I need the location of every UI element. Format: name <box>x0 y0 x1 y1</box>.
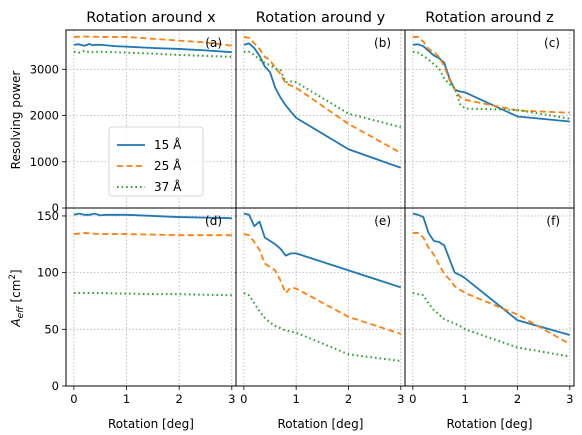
legend: 15 Å 25 Å 37 Å <box>108 126 204 197</box>
column-title: Rotation around z <box>425 10 553 26</box>
panel-label: (c) <box>544 36 560 50</box>
x-tick-label: 2 <box>345 392 352 406</box>
series-line <box>243 42 402 169</box>
series-line <box>412 43 570 123</box>
panel-label: (f) <box>546 214 560 228</box>
y-tick-label: 3000 <box>30 62 59 76</box>
series-line <box>73 42 232 54</box>
x-tick-label: 1 <box>462 392 469 406</box>
y-tick-label: 0 <box>52 201 59 215</box>
y-tick-label: 1000 <box>30 155 59 169</box>
panel-f: (f) 0 1 2 3 Rotation [deg] <box>404 207 575 431</box>
y-axis-label-part: eff <box>16 305 26 319</box>
series-line <box>412 232 571 345</box>
x-axis-label: Rotation [deg] <box>447 417 533 431</box>
legend-entry: 25 Å <box>154 158 182 173</box>
x-tick-label: 0 <box>409 392 416 406</box>
y-tick-label: 0 <box>52 379 59 393</box>
y-axis-label-part: [cm <box>9 280 23 307</box>
x-tick-label: 1 <box>123 392 130 406</box>
series-line <box>73 212 232 220</box>
x-tick-label: 3 <box>228 392 235 406</box>
y-tick-label: 2000 <box>30 109 59 123</box>
y-axis-label-part: 2 <box>8 274 18 279</box>
x-axis-label: Rotation [deg] <box>108 417 194 431</box>
x-tick-label: 2 <box>514 392 521 406</box>
y-tick-label: 100 <box>37 266 59 280</box>
series-line <box>412 36 570 114</box>
series-line <box>243 212 402 289</box>
y-axis-label-part: A <box>9 318 23 327</box>
series-line <box>412 292 570 358</box>
series-line <box>243 233 402 335</box>
panel-d: (d) 0 1 2 3 Rotation [deg] 0 50 100 150 <box>37 207 237 431</box>
series-line <box>73 232 232 237</box>
series-line <box>243 36 402 154</box>
y-axis-label-part: ] <box>9 269 23 274</box>
panel-label: (d) <box>205 214 222 228</box>
series-line <box>73 292 232 297</box>
y-axis-label-resolving-power: Resolving power <box>9 71 23 170</box>
panel-b: (b) Rotation around y <box>235 10 406 209</box>
panel-c: (c) Rotation around z <box>404 10 575 209</box>
panel-label: (b) <box>374 36 391 50</box>
series-line <box>412 50 570 120</box>
x-axis-label: Rotation [deg] <box>278 417 364 431</box>
series-line <box>412 212 571 336</box>
y-tick-label: 150 <box>37 209 59 223</box>
legend-entry: 15 Å <box>154 137 182 152</box>
legend-entry: 37 Å <box>154 179 182 194</box>
panel-label: (a) <box>205 36 222 50</box>
y-tick-label: 50 <box>44 322 59 336</box>
column-title: Rotation around y <box>256 10 386 26</box>
y-axis-label-aeff: Aeff [cm2] <box>8 269 26 327</box>
series-line <box>73 49 232 58</box>
x-tick-label: 0 <box>70 392 77 406</box>
x-tick-label: 2 <box>175 392 182 406</box>
panel-label: (e) <box>374 214 391 228</box>
x-tick-label: 3 <box>566 392 573 406</box>
column-title: Rotation around x <box>86 10 216 26</box>
panel-a: (a) 0 1000 2000 3000 Rotation around x <box>30 10 237 215</box>
x-tick-label: 3 <box>397 392 404 406</box>
panel-frame <box>235 29 406 209</box>
series-line <box>243 292 401 363</box>
series-line <box>243 50 402 129</box>
series-line <box>73 35 232 47</box>
panel-frame <box>404 207 575 387</box>
panel-e: (e) 0 1 2 3 Rotation [deg] <box>235 207 406 431</box>
x-tick-label: 1 <box>293 392 300 406</box>
x-tick-label: 0 <box>240 392 247 406</box>
